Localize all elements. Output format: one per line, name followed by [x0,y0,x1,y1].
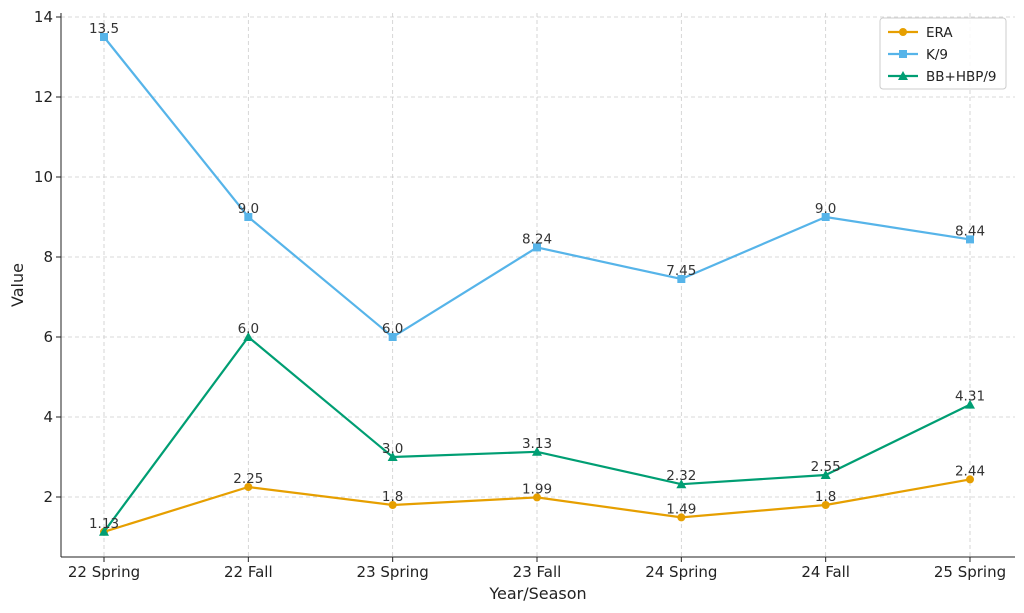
data-point [966,475,974,484]
data-point [244,483,253,491]
data-point [821,501,830,509]
y-tick-label: 12 [34,88,53,106]
data-point [899,28,907,36]
legend-entry: BB+HBP/9 [888,69,997,85]
series-k-9 [100,33,974,341]
series-line [103,36,971,339]
data-point [820,470,831,479]
data-labels: 1.13 2.25 1.8 1.99 1.49 1.8 2.44 13.5 9.0 6.0 8.24… [89,21,985,532]
y-tick-label: 14 [34,8,53,26]
legend-label: BB+HBP/9 [926,69,997,85]
data-point [99,526,109,536]
x-tick-label: 25 Spring [934,563,1006,581]
data-point [243,332,254,341]
data-point [388,333,397,341]
data-label: 4.31 [955,389,985,405]
x-tick-label: 22 Spring [68,563,140,581]
y-tick-label: 10 [34,168,53,186]
data-point [821,213,830,221]
legend-entry: K/9 [888,47,948,63]
data-label: 1.8 [815,489,836,505]
data-label: 2.32 [666,468,696,484]
grid-lines [61,13,1015,557]
data-label: 2.44 [955,463,985,479]
y-tick-label: 4 [43,408,53,426]
data-label: 9.0 [815,201,836,217]
data-label: 2.25 [233,471,263,487]
data-point [677,275,686,283]
data-label: 3.0 [382,441,403,457]
y-tick-label: 8 [43,248,53,266]
data-point [965,399,975,409]
data-label: 1.13 [89,516,119,532]
axes: 2 4 6 8 10 12 14 22 Spring 22 Fall 23 Spring 23 Fa… [34,8,1015,581]
x-tick-label: 22 Fall [224,563,273,581]
data-point [899,50,907,58]
x-tick-label: 24 Spring [645,563,717,581]
y-tick-label: 2 [43,488,53,506]
data-label: 13.5 [89,21,119,37]
data-point [100,33,108,41]
data-label: 8.44 [955,223,985,239]
x-tick-label: 23 Fall [513,563,562,581]
legend-box [879,17,1007,90]
legend-label: ERA [926,25,953,41]
data-point [677,513,686,522]
data-point [676,479,687,489]
data-point [966,235,974,244]
data-point [898,71,908,80]
data-label: 3.13 [522,436,552,452]
data-label: 7.45 [666,263,696,279]
data-point [388,501,397,509]
legend: ERA K/9 BB+HBP/9 [879,17,1007,90]
data-label: 1.99 [522,481,552,497]
x-tick-label: 23 Spring [357,563,429,581]
data-label: 6.0 [382,321,403,337]
y-axis-title: Value [8,263,27,307]
y-tick-label: 6 [43,328,53,346]
data-point [387,452,398,461]
data-label: 1.49 [666,501,696,517]
data-label: 9.0 [238,201,259,217]
x-tick-label: 24 Fall [801,563,850,581]
data-label: 8.24 [522,231,552,247]
data-point [244,213,253,221]
data-label: 1.8 [382,489,403,505]
data-point [532,446,542,456]
data-point [533,243,541,252]
legend-label: K/9 [926,47,948,63]
data-label: 6.0 [238,321,259,337]
x-axis-title: Year/Season [488,584,586,603]
data-label: 2.55 [811,459,841,475]
legend-entry: ERA [888,25,953,41]
series-bb-hbp-9 [99,332,975,536]
series-layer [99,33,975,536]
data-point [533,493,541,502]
